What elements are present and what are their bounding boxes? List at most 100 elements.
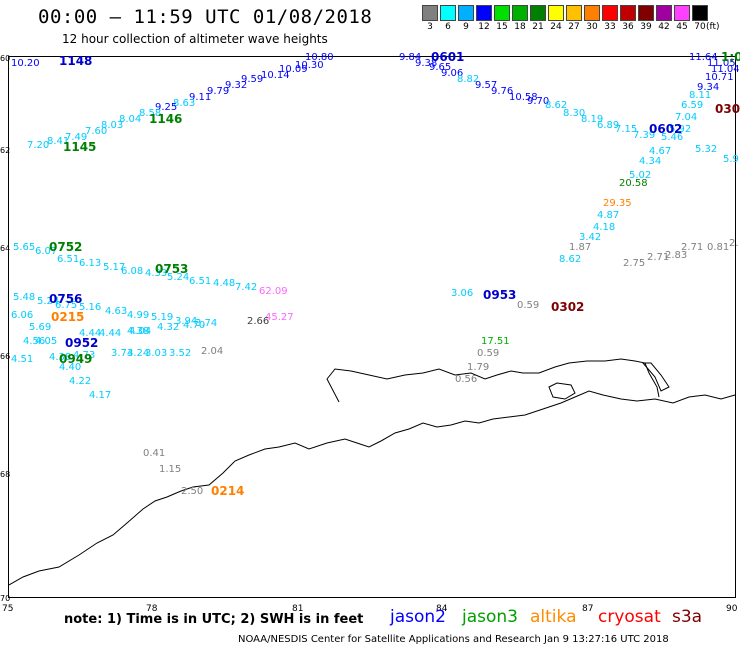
legend-swatch-label: 45	[676, 22, 688, 32]
swh-value-label: 9.76	[491, 86, 514, 97]
map-frame: 10.20 10.80 10.30 10.09 10.14 9.59 9.32 9.79 9.1…	[8, 51, 740, 598]
lon-label: 90	[726, 604, 738, 614]
legend-swatch	[512, 5, 528, 21]
pass-time-label: 030	[715, 102, 740, 116]
legend-swatch	[656, 5, 672, 21]
legend-swatch	[422, 5, 438, 21]
swh-value-label: 4.05	[35, 336, 58, 347]
legend-swatch	[548, 5, 564, 21]
legend-swatch-label: 21	[532, 22, 544, 32]
swh-value-label: 11.64	[689, 52, 718, 63]
swh-value-label: 6.13	[79, 258, 102, 269]
swh-value-label: 9.06	[441, 68, 464, 79]
swh-value-label: 9.32	[225, 80, 248, 91]
credit-line: NOAA/NESDIS Center for Satellite Applica…	[238, 634, 669, 645]
swh-value-label: 4.38	[127, 326, 150, 337]
swh-value-label: 8.58	[139, 108, 162, 119]
swh-value-label: 5.46	[661, 132, 684, 143]
legend-swatch	[566, 5, 582, 21]
swh-value-label: 4.38	[49, 352, 72, 363]
swh-value-label: 6.08	[121, 266, 144, 277]
swh-value-label: 2.66	[247, 316, 270, 327]
swh-value-label: 3.52	[169, 348, 192, 359]
swh-value-label: 5.48	[13, 292, 36, 303]
pass-time-label: 0215	[51, 310, 85, 324]
coastline	[9, 358, 736, 586]
swh-value-label: 10.58	[509, 92, 538, 103]
legend-swatch	[494, 5, 510, 21]
swh-value-label: 5.02	[629, 170, 652, 181]
swh-value-label: 5.16	[79, 302, 102, 313]
swh-value-label: 4.67	[649, 146, 672, 157]
swh-value-label: 7.42	[235, 282, 258, 293]
pass-time-label: 0952	[65, 336, 99, 350]
swh-value-label: 20.58	[619, 178, 648, 189]
pass-time-label: 0601	[431, 50, 465, 64]
lat-label: 68	[0, 470, 11, 479]
legend-swatch-label: 12	[478, 22, 490, 32]
lon-label: 84	[436, 604, 448, 614]
swh-value-label: 9.84	[399, 52, 422, 63]
legend-swatch-label: 18	[514, 22, 526, 32]
lon-label: 75	[2, 604, 14, 614]
legend-swatch-label: 36	[622, 22, 634, 32]
legend-swatch	[692, 5, 708, 21]
swh-value-label: 6.89	[597, 120, 620, 131]
swh-value-label: 7.04	[675, 112, 698, 123]
swh-value-label: 0.56	[455, 374, 478, 385]
pass-time-label: 0302	[551, 300, 585, 314]
swh-value-label: 10.14	[261, 70, 290, 81]
swh-value-label: 1.15	[159, 464, 182, 475]
legend-swatch	[458, 5, 474, 21]
swh-value-label: 7.49	[65, 132, 88, 143]
swh-value-label: 2.	[729, 238, 739, 249]
swh-value-label: 8.62	[545, 100, 568, 111]
swh-value-label: 3.94	[175, 316, 198, 327]
legend-unit-label: (ft)	[706, 22, 720, 32]
pass-time-label: 0602	[649, 122, 683, 136]
swh-value-label: 4.24	[127, 348, 150, 359]
swh-value-label: 0.59	[477, 348, 500, 359]
swh-value-label: 5.24	[37, 296, 60, 307]
pass-time-label: 1146	[149, 112, 183, 126]
legend-swatch	[638, 5, 654, 21]
lat-label: 64	[0, 244, 11, 253]
swh-value-label: 4.87	[597, 210, 620, 221]
legend-swatch	[476, 5, 492, 21]
legend-swatch	[620, 5, 636, 21]
swh-value-label: 4.51	[11, 354, 34, 365]
lat-label: 70	[0, 594, 11, 603]
lon-label: 81	[292, 604, 304, 614]
pass-time-label: 1145	[63, 140, 97, 154]
satellite-name: s3a	[672, 607, 703, 627]
swh-value-label: 4.44	[79, 328, 102, 339]
swh-value-label: 6.06	[11, 310, 34, 321]
swh-value-label: 2.50	[181, 486, 204, 497]
swh-value-label: 8.63	[173, 98, 196, 109]
swh-value-label: 5.19	[151, 312, 174, 323]
swh-value-label: 4.48	[213, 278, 236, 289]
legend-swatch	[602, 5, 618, 21]
legend-swatch	[584, 5, 600, 21]
legend-swatch	[530, 5, 546, 21]
swh-value-label: 5.65	[13, 242, 36, 253]
pass-time-label: 1148	[59, 54, 93, 68]
swh-value-label: 1.87	[569, 242, 592, 253]
swh-value-label: 8.19	[581, 114, 604, 125]
swh-value-label: 5.17	[103, 262, 126, 273]
swh-value-label: 7.20	[27, 140, 50, 151]
swh-value-label: 2.04	[201, 346, 224, 357]
swh-value-label: 5.9	[723, 154, 739, 165]
swh-value-label: 5.92	[669, 124, 692, 135]
lon-label: 87	[582, 604, 594, 614]
swh-value-label: 9.25	[155, 102, 178, 113]
swh-value-label: 8.82	[457, 74, 480, 85]
swh-value-label: 5.32	[695, 144, 718, 155]
swh-value-label: 11.05	[707, 58, 736, 69]
satellite-name: cryosat	[598, 607, 661, 627]
swh-value-label: 5.69	[29, 322, 52, 333]
pass-time-label: 0752	[49, 240, 83, 254]
swh-value-label: 6.51	[189, 276, 212, 287]
swh-value-label: 9.57	[475, 80, 498, 91]
swh-value-label: 8.11	[689, 90, 712, 101]
